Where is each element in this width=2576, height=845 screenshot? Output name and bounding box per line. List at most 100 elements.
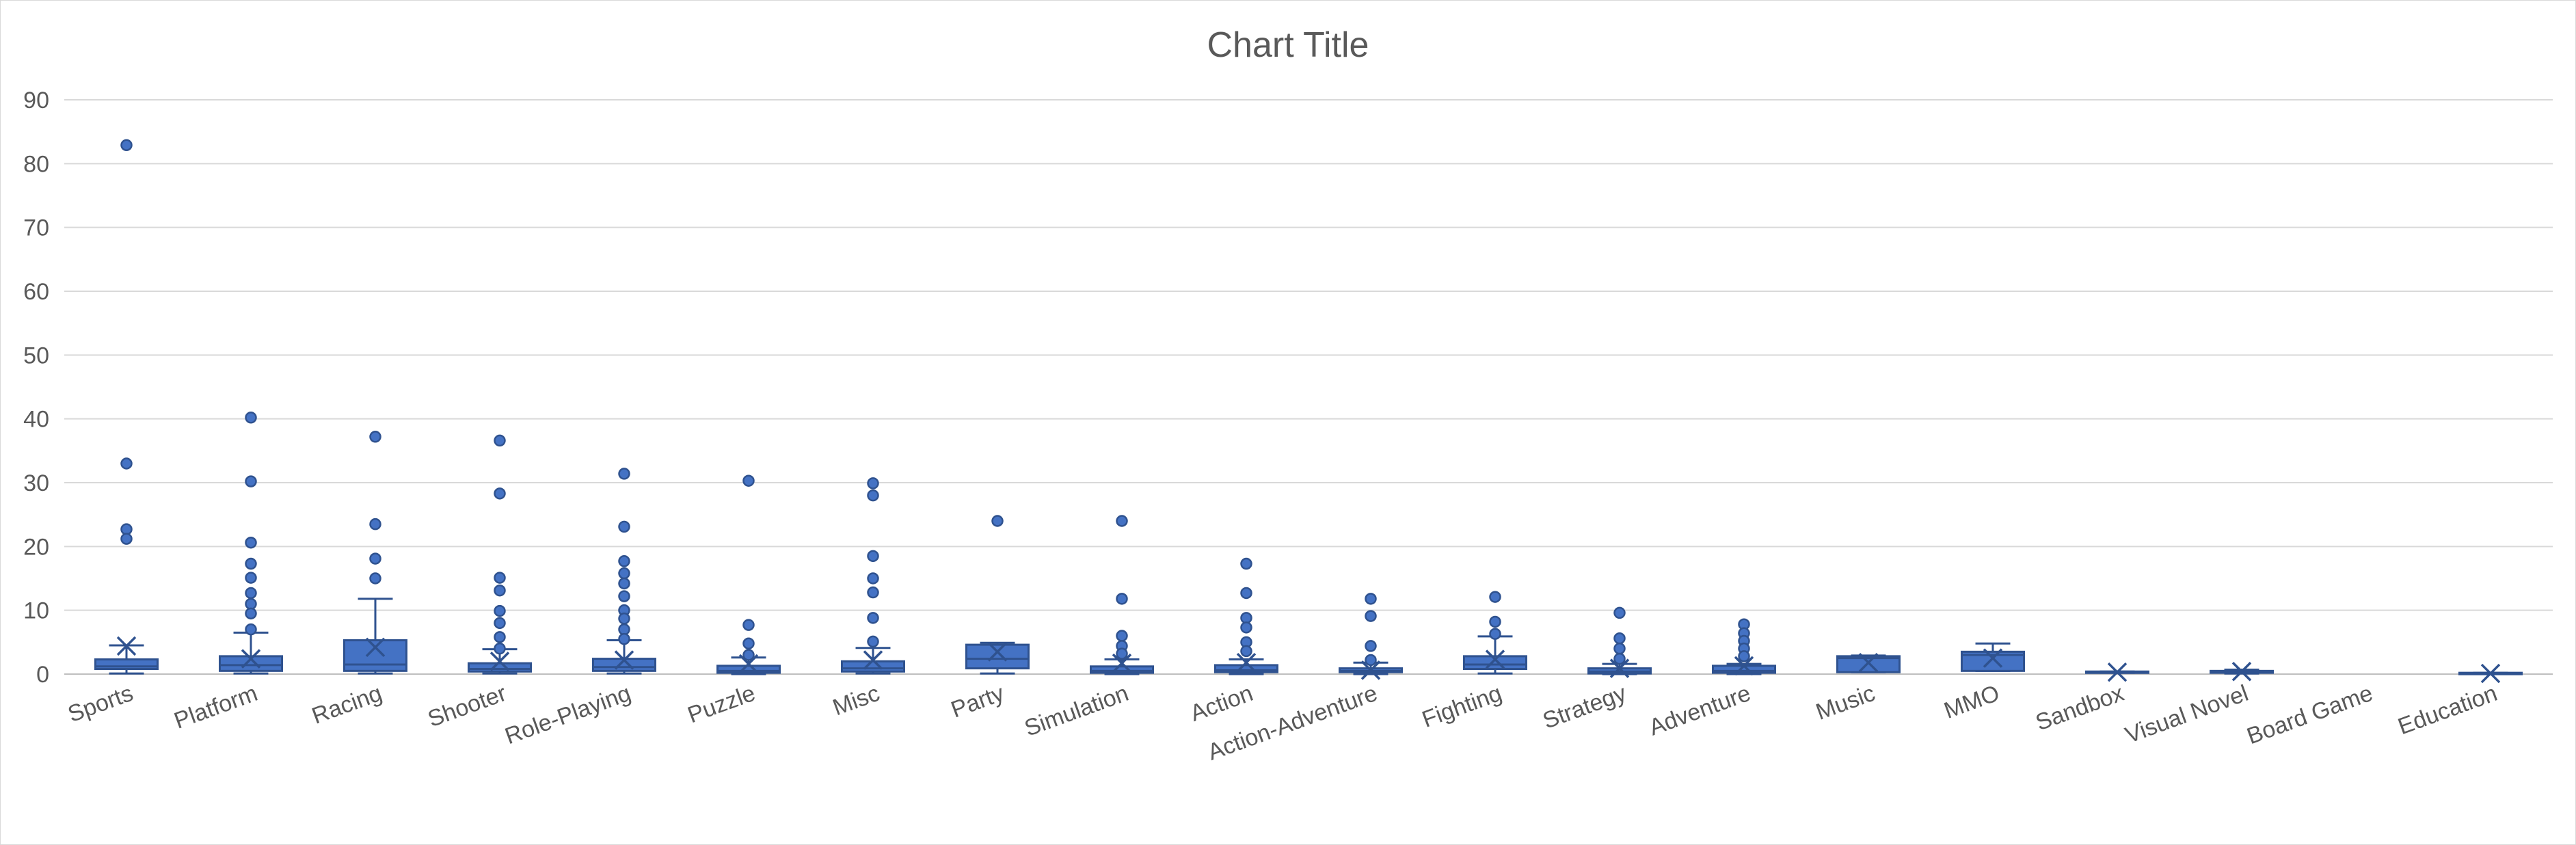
outlier-point [245, 557, 257, 570]
outlier-point [1489, 628, 1501, 640]
mean-marker [1360, 660, 1381, 680]
outlier-point [1365, 593, 1377, 605]
box-series-7 [965, 515, 1030, 675]
outlier-point [245, 536, 257, 549]
outlier-point [742, 619, 755, 631]
outlier-point [1116, 515, 1128, 527]
outlier-point [369, 572, 381, 585]
outlier-point [618, 468, 630, 480]
box-series-13 [1712, 618, 1776, 676]
outlier-point [618, 632, 630, 645]
outlier-point [867, 572, 879, 585]
box-rect [343, 639, 407, 672]
box-series-6 [841, 477, 905, 675]
mean-marker [1609, 658, 1630, 678]
box-series-5 [716, 474, 781, 675]
outlier-point [120, 139, 133, 152]
x-category-label: MMO [1941, 680, 2003, 724]
outlier-point [1240, 621, 1252, 634]
y-axis-ticks: 0 10 20 30 40 50 60 70 80 90 [23, 88, 49, 688]
outlier-point [1365, 640, 1377, 652]
x-category-label: Party [948, 680, 1008, 723]
outlier-point [1116, 593, 1128, 605]
outlier-point [494, 584, 506, 597]
chart-title: Chart Title [1207, 25, 1369, 65]
box-series-4 [592, 468, 656, 675]
outlier-point [867, 489, 879, 502]
y-tick-label: 0 [36, 662, 49, 688]
mean-marker [738, 654, 759, 674]
mean-marker [1858, 652, 1879, 673]
box-series-14 [1836, 652, 1901, 673]
outlier-point [1116, 630, 1128, 642]
x-category-label: Board Game [2244, 680, 2376, 750]
y-tick-label: 20 [23, 534, 49, 560]
outlier-point [618, 613, 630, 625]
box-rect [219, 655, 283, 672]
mean-marker [1236, 652, 1257, 673]
y-tick-label: 30 [23, 470, 49, 496]
box-series-1 [219, 412, 283, 675]
outlier-point [1489, 615, 1501, 628]
outlier-point [1489, 591, 1501, 603]
mean-marker [2231, 662, 2252, 682]
outlier-point [494, 572, 506, 584]
outlier-point [867, 612, 879, 624]
outlier-point [1365, 610, 1377, 622]
outlier-point [369, 552, 381, 565]
y-tick-label: 50 [23, 343, 49, 368]
outlier-point [494, 487, 506, 500]
outlier-point [369, 518, 381, 531]
mean-marker [116, 636, 137, 656]
outlier-point [494, 434, 506, 447]
box-series-10 [1339, 593, 1403, 680]
y-tick-label: 40 [23, 407, 49, 433]
mean-marker [489, 652, 510, 671]
x-category-label: Action [1187, 680, 1257, 727]
mean-marker [863, 650, 883, 670]
outlier-point [867, 586, 879, 599]
box-rect [1090, 665, 1154, 674]
outlier-point [618, 555, 630, 567]
x-category-label: Role-Playing [502, 680, 634, 750]
outlier-point [1613, 632, 1626, 645]
box-series-8 [1090, 515, 1154, 675]
x-category-label: Education [2395, 680, 2501, 740]
outlier-point [742, 474, 755, 487]
outlier-point [1116, 647, 1128, 660]
box-rect [1214, 664, 1278, 673]
outlier-point [1613, 652, 1626, 665]
outlier-point [1613, 606, 1626, 619]
outlier-point [494, 631, 506, 643]
y-tick-label: 80 [23, 151, 49, 177]
outlier-point [245, 623, 257, 636]
mean-marker [614, 650, 634, 670]
outlier-point [494, 617, 506, 630]
box-series-9 [1214, 557, 1278, 675]
x-category-label: Simulation [1021, 680, 1132, 742]
box-rect [716, 665, 781, 674]
box-series-12 [1587, 606, 1652, 678]
outlier-point [618, 590, 630, 602]
outlier-point [1240, 557, 1252, 570]
y-tick-label: 90 [23, 88, 49, 113]
x-category-label: Puzzle [684, 680, 759, 729]
x-category-label: Sandbox [2032, 680, 2128, 736]
outlier-point [991, 515, 1004, 527]
outlier-point [1613, 642, 1626, 655]
outlier-point [618, 577, 630, 590]
box-series-11 [1463, 591, 1527, 675]
mean-marker [2480, 663, 2501, 684]
outlier-point [494, 642, 506, 655]
box-series-19 [2458, 663, 2523, 684]
outlier-point [245, 572, 257, 584]
y-tick-label: 60 [23, 279, 49, 305]
box-rect [965, 643, 1030, 670]
box-series-3 [468, 434, 532, 675]
box-series-0 [94, 139, 159, 675]
box-rect [94, 658, 159, 671]
x-category-label: Sports [64, 680, 136, 727]
outlier-point [1240, 645, 1252, 658]
outlier-point [1240, 587, 1252, 600]
